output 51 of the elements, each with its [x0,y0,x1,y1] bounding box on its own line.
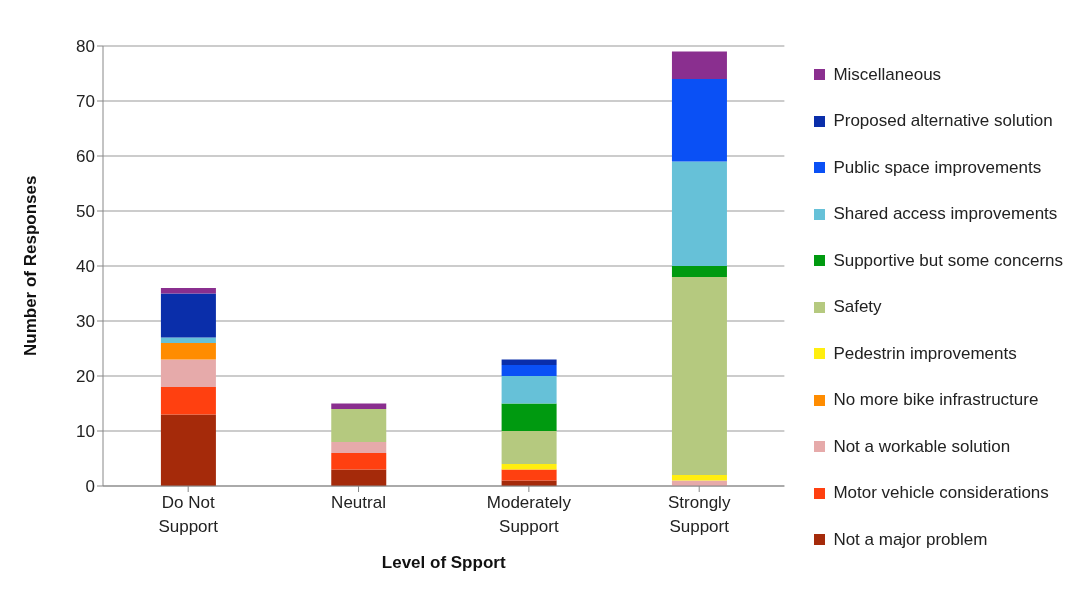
x-tick-label: Neutral [331,493,386,512]
y-tick-label: 50 [76,202,95,222]
bar [160,343,216,360]
legend-label: No more bike infrastructure [833,390,1039,410]
bar [501,359,557,365]
bar [501,365,557,376]
bar [671,475,727,481]
bar [501,469,557,481]
bar [160,414,216,486]
y-tick-label: 80 [76,37,95,57]
legend-label: Miscellaneous [833,64,942,85]
bar [331,453,387,470]
bar [331,409,387,442]
bar [671,79,727,162]
legend-label: Not a workable solution [833,436,1011,457]
legend-label: Motor vehicle considerations [833,483,1049,503]
x-tick-label: Do Not Support [158,493,219,536]
bar [160,359,216,387]
bar [331,403,387,409]
legend-label: Public space improvements [833,157,1042,178]
bar [501,464,557,470]
legend-label: Supportive but some concerns [833,250,1063,271]
y-axis-title: Number of Responses [21,175,41,356]
y-tick-label: 70 [76,92,95,112]
legend-label: Proposed alternative solution [833,111,1053,131]
bar [160,293,216,338]
legend-label: Shared access improvements [833,204,1058,224]
bar [501,376,557,404]
y-tick-label: 60 [76,147,95,167]
bar [331,469,387,486]
x-axis-title: Level of Spport [381,553,506,572]
bar [160,337,216,343]
bar [501,403,557,431]
bar [160,387,216,415]
legend-label: Safety [833,297,882,317]
bar [331,442,387,453]
y-tick-label: 0 [85,477,95,497]
legend-label: Not a major problem [833,529,988,550]
bar [671,277,727,475]
legend-label: Pedestrin improvements [833,343,1017,364]
y-tick-label: 30 [76,312,95,332]
bar [671,161,727,266]
bar [501,431,557,464]
x-tick-label: Strongly Support [668,493,731,536]
y-tick-label: 20 [76,367,95,387]
bar [671,266,727,277]
bar [671,51,727,79]
bar [160,288,216,294]
y-tick-label: 40 [76,257,95,277]
x-tick-label: Moderately Support [486,493,572,536]
y-tick-label: 10 [76,422,95,442]
